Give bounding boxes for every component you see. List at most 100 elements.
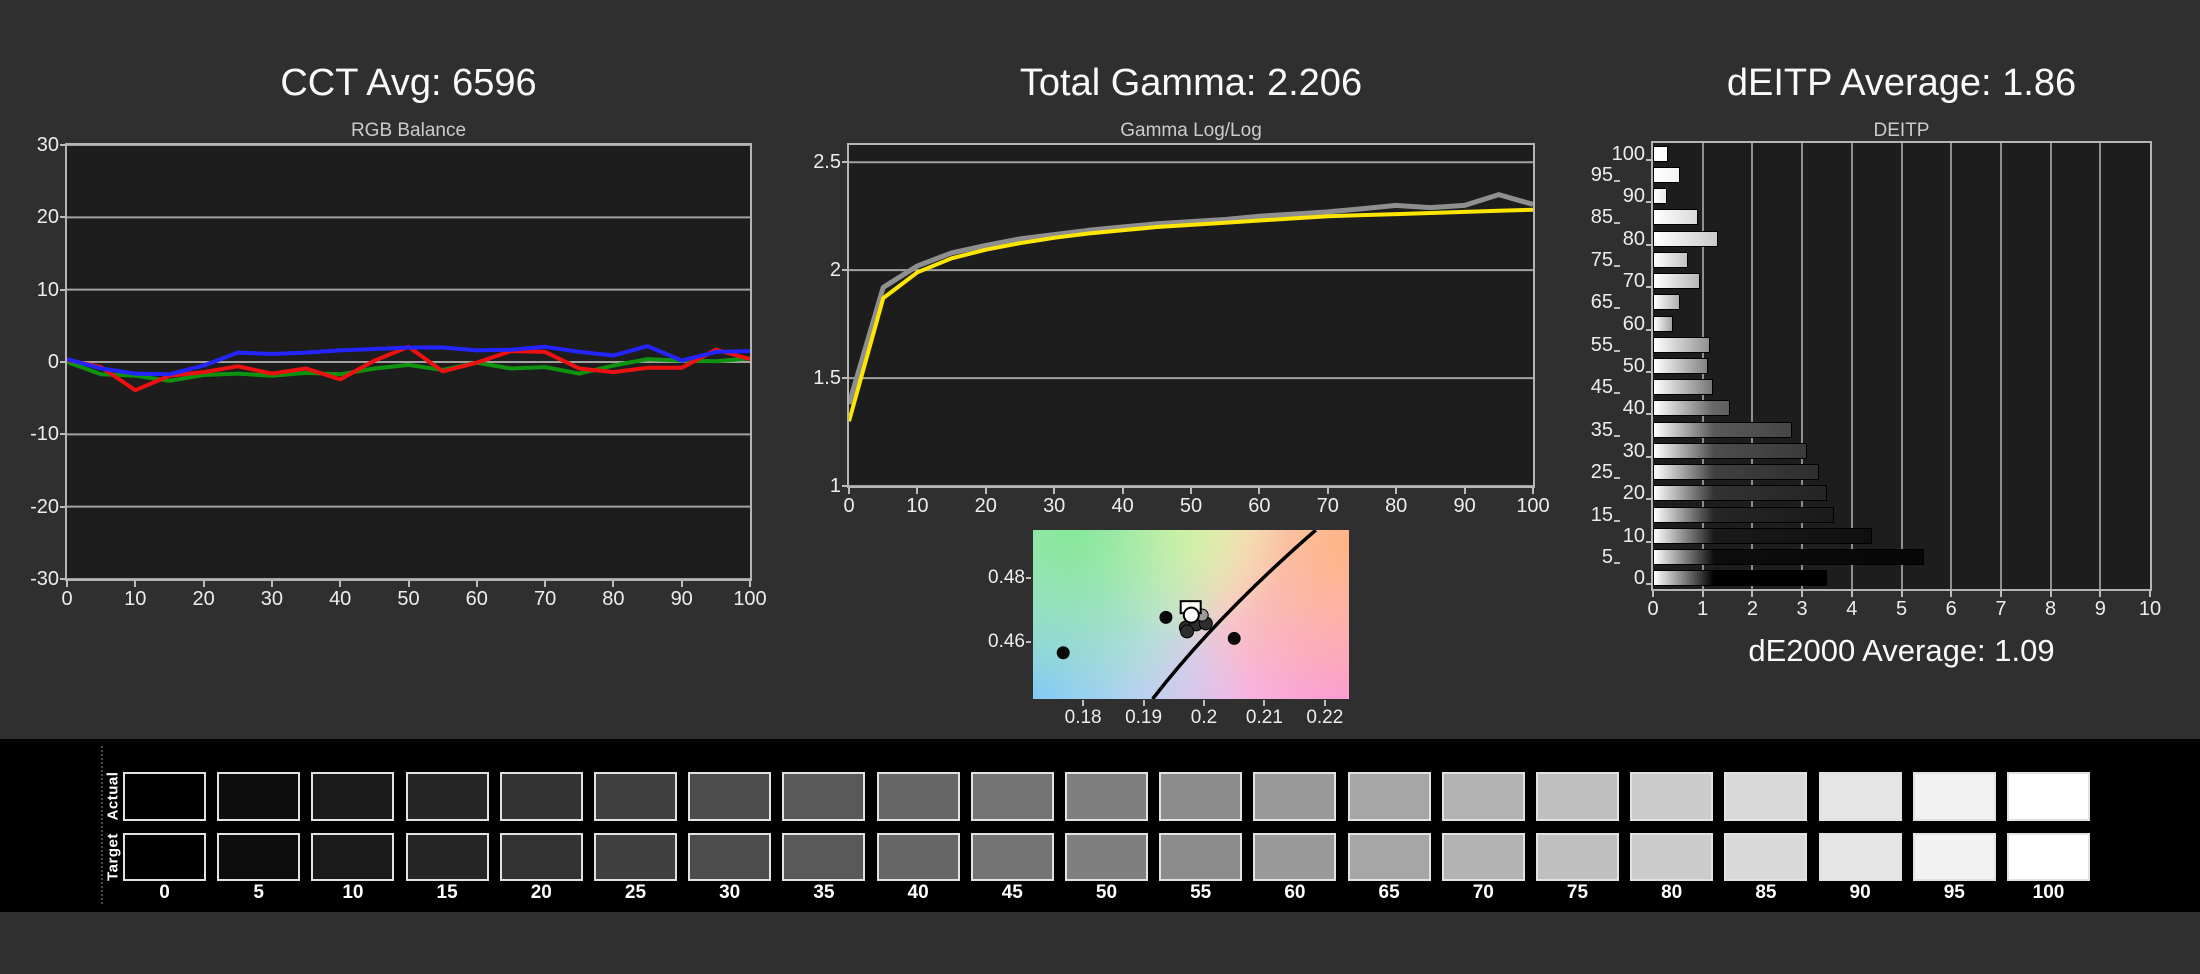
deitp-bar-15 [1653,506,1835,523]
ramp-level-label: 20 [530,882,552,903]
swatch-actual-90 [1818,772,1902,821]
gamma-xtick [1326,488,1329,494]
deitp-bar-75 [1653,251,1688,268]
swatch-actual-30 [688,772,772,821]
swatch-target-85 [1724,833,1808,881]
gamma-xtick [1053,488,1056,494]
deitp-gridline [1801,143,1804,589]
swatch-actual-80 [1630,772,1714,821]
gamma-xtick-label: 10 [906,495,929,517]
ramp-level-label: 0 [159,882,170,903]
deitp-xtick-label: 2 [1746,598,1758,620]
rgb-ytick [60,216,65,219]
ramp-level-label: 10 [342,882,364,903]
deitp-xtick [2049,591,2052,597]
ramp-level-label: 70 [1472,882,1494,903]
swatch-target-80 [1630,833,1714,881]
cie-xtick [1323,700,1326,706]
swatch-actual-70 [1441,772,1525,821]
swatch-actual-5 [217,772,301,821]
cie-xtick-label: 0.21 [1245,707,1283,728]
deitp-ytick [1614,477,1620,480]
deitp-ytick [1646,328,1652,331]
deitp-category-label: 0 [1633,567,1645,590]
ramp-level-label: 55 [1190,882,1212,903]
deitp-category-label: 30 [1622,439,1645,462]
rgb-xtick [680,581,683,587]
deitp-xtick-label: 10 [2138,598,2162,620]
deitp-bar-25 [1653,464,1820,481]
deitp-bar-80 [1653,230,1718,247]
rgb-xtick-label: 30 [260,588,284,610]
cie-xtick-label: 0.22 [1306,707,1344,728]
deitp-category-label: 90 [1622,185,1645,208]
swatch-actual-50 [1065,772,1148,821]
rgb-xtick-label: 100 [733,588,767,610]
gamma-xtick [984,488,987,494]
swatch-actual-65 [1347,772,1431,821]
gamma-xtick-label: 20 [974,495,997,517]
blue-line [66,344,751,377]
gamma-xtick [1190,488,1192,494]
deitp-bar-90 [1653,188,1667,205]
deitp-ytick [1646,540,1652,543]
deitp-xtick-label: 4 [1846,598,1858,620]
swatch-target-65 [1347,833,1431,881]
gamma-xtick [848,488,850,494]
rgb-xtick [134,581,137,587]
deitp-xtick [1999,591,2002,597]
cie-xtick [1082,700,1085,706]
cie-ytick [1026,640,1031,643]
deitp-xtick-label: 6 [1945,598,1957,620]
rgb-ytick [60,288,65,291]
swatch-actual-45 [970,772,1054,821]
rgb-ytick-label: -30 [30,568,59,590]
deitp-bar-40 [1653,400,1731,417]
deitp-category-label: 5 [1601,546,1613,569]
swatch-target-40 [876,833,960,881]
deitp-bar-30 [1653,442,1808,459]
rgb-ytick [60,361,65,363]
deitp-xtick-label: 3 [1796,598,1808,620]
deitp-xtick-label: 5 [1895,598,1908,620]
rgb-xtick-label: 70 [533,588,557,610]
red-line [66,344,751,393]
deitp-bar-45 [1653,379,1713,396]
deitp-xtick-label: 9 [2094,598,2106,620]
swatch-target-15 [405,833,489,881]
swatch-target-90 [1818,833,1902,881]
rgb-xtick [202,581,205,587]
deitp-ytick [1646,286,1652,289]
deitp-gridline [1751,143,1754,589]
deitp-gridline [2049,143,2052,589]
deitp-gridline [1850,143,1853,589]
deitp-category-label: 55 [1590,333,1613,356]
gamma-xtick-label: 0 [843,495,855,517]
deitp-bar-60 [1653,315,1673,332]
ramp-level-label: 100 [2032,882,2065,903]
cie-xtick [1202,700,1205,706]
rgb-svg [66,144,751,580]
gamma-ytick [842,269,847,272]
deitp-xtick-label: 8 [2045,598,2057,620]
ramp-level-label: 30 [719,882,741,903]
deitp-ytick [1614,222,1620,225]
de2000-average-title: dE2000 Average: 1.09 [1748,633,2055,668]
swatch-target-20 [499,833,583,881]
gamma-xtick [1395,488,1398,494]
deitp-category-label: 35 [1590,418,1613,441]
deitp-xtick-label: 7 [1995,598,2007,620]
deitp-category-label: 25 [1590,461,1613,484]
gamma-xtick [1121,488,1124,494]
ramp-level-label: 65 [1378,882,1400,903]
deitp-xtick [1801,591,1804,597]
actual-row-label: Actual [104,771,122,821]
gamma-ytick-label: 1.5 [813,367,841,390]
deitp-category-label: 10 [1622,524,1645,547]
gamma-loglog-plot [846,143,1535,488]
rgb-xtick-label: 40 [329,588,352,610]
rgb-xtick-label: 60 [465,588,488,610]
ramp-level-label: 15 [436,882,458,903]
cie-ytick-label: 0.48 [988,566,1025,588]
gamma-xtick-label: 90 [1453,495,1476,517]
